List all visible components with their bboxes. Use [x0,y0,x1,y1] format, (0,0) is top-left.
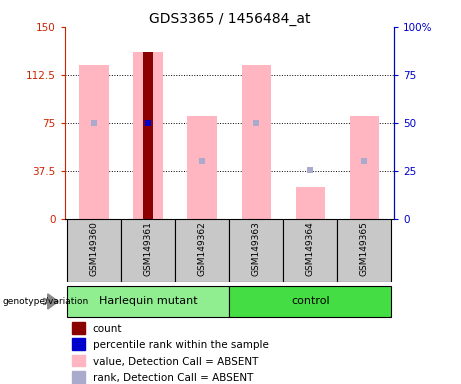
Bar [143,53,153,219]
Text: GSM149364: GSM149364 [306,222,315,276]
Bar [72,355,85,366]
Text: GSM149362: GSM149362 [198,222,207,276]
Bar [337,219,391,282]
Bar [242,65,271,219]
Text: GSM149361: GSM149361 [144,222,153,276]
Bar [188,116,217,219]
Bar [72,322,85,334]
Bar [296,187,325,219]
Text: control: control [291,296,330,306]
Text: value, Detection Call = ABSENT: value, Detection Call = ABSENT [93,357,258,367]
Bar [72,371,85,383]
Text: GSM149365: GSM149365 [360,222,369,276]
Bar [67,219,121,282]
Text: GSM149363: GSM149363 [252,222,261,276]
Text: count: count [93,324,122,334]
Bar [133,53,163,219]
Text: rank, Detection Call = ABSENT: rank, Detection Call = ABSENT [93,373,253,383]
Polygon shape [48,294,59,309]
Title: GDS3365 / 1456484_at: GDS3365 / 1456484_at [148,12,310,26]
Bar [284,219,337,282]
Bar [72,338,85,350]
Bar [349,116,379,219]
Bar [229,219,284,282]
Text: GSM149360: GSM149360 [90,222,99,276]
Text: percentile rank within the sample: percentile rank within the sample [93,341,269,351]
Bar [229,286,391,317]
Bar [175,219,230,282]
Text: Harlequin mutant: Harlequin mutant [99,296,198,306]
Bar [79,65,109,219]
Bar [67,286,230,317]
Text: genotype/variation: genotype/variation [2,297,89,306]
Bar [121,219,175,282]
